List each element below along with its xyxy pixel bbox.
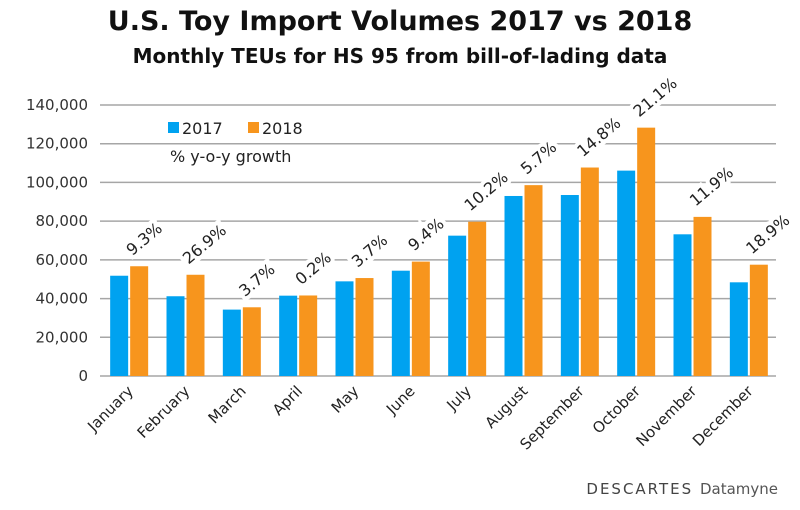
y-tick-label: 60,000	[36, 251, 89, 269]
x-tick-label: January	[83, 382, 137, 436]
legend-label-2018: 2018	[262, 119, 303, 138]
growth-label: 14.8%	[573, 113, 624, 160]
bar-2017-september	[560, 195, 579, 376]
growth-label: 9.3%	[123, 219, 166, 260]
x-tick-label: July	[442, 382, 475, 415]
bar-2017-june	[391, 270, 410, 376]
y-tick-label: 120,000	[26, 135, 88, 153]
bar-2018-november	[693, 216, 712, 376]
logo-brand: DESCARTES	[586, 480, 694, 498]
bar-2018-august	[524, 185, 543, 376]
bar-2017-december	[729, 282, 748, 376]
growth-label: 3.7%	[235, 260, 278, 301]
x-tick-label: August	[481, 382, 531, 432]
bar-2017-august	[504, 195, 523, 376]
legend-swatch-2018	[248, 122, 259, 133]
growth-label: 11.9%	[686, 163, 737, 210]
growth-label: 26.9%	[179, 221, 230, 268]
y-tick-label: 0	[78, 367, 88, 385]
bar-2018-may	[355, 278, 374, 376]
bar-2018-july	[468, 221, 487, 376]
x-tick-label: March	[205, 382, 250, 427]
x-tick-label: December	[689, 382, 757, 450]
bar-2017-january	[110, 275, 129, 376]
bar-2017-february	[166, 296, 185, 376]
bar-2017-may	[335, 281, 354, 376]
bar-2018-april	[299, 295, 318, 376]
y-tick-label: 40,000	[36, 290, 89, 308]
growth-label: 9.4%	[404, 214, 447, 255]
bar-2018-september	[580, 167, 599, 376]
y-tick-label: 140,000	[26, 96, 88, 114]
x-tick-label: May	[328, 382, 363, 417]
growth-label: 21.1%	[630, 73, 681, 120]
y-tick-label: 20,000	[36, 328, 89, 346]
growth-label: 18.9%	[742, 211, 793, 258]
bar-2017-april	[279, 295, 298, 376]
bar-2018-march	[242, 307, 261, 376]
y-tick-label: 80,000	[36, 212, 89, 230]
legend-growth-label: % y-o-y growth	[170, 147, 291, 166]
bar-2017-july	[448, 235, 467, 376]
growth-label: 0.2%	[292, 248, 335, 289]
y-tick-label: 100,000	[26, 173, 88, 191]
growth-label: 3.7%	[348, 230, 391, 271]
bar-2017-november	[673, 234, 692, 376]
growth-label: 10.2%	[461, 168, 512, 215]
bar-2018-june	[411, 261, 430, 376]
x-tick-label: June	[382, 382, 419, 419]
x-tick-label: April	[269, 382, 306, 419]
bar-2018-january	[130, 266, 149, 376]
legend-label-2017: 2017	[182, 119, 223, 138]
chart-subtitle: Monthly TEUs for HS 95 from bill-of-ladi…	[132, 44, 668, 68]
logo-product: Datamyne	[699, 480, 778, 498]
bar-2018-february	[186, 274, 205, 376]
chart-title: U.S. Toy Import Volumes 2017 vs 2018	[107, 6, 693, 37]
bar-2017-october	[617, 170, 636, 376]
bar-2017-march	[222, 309, 241, 376]
x-tick-label: October	[589, 382, 645, 438]
bar-2018-october	[637, 127, 656, 376]
legend-swatch-2017	[168, 122, 179, 133]
descartes-datamyne-logo: DESCARTES Datamyne	[586, 480, 778, 498]
x-tick-label: February	[134, 382, 194, 442]
bar-2018-december	[749, 264, 768, 376]
